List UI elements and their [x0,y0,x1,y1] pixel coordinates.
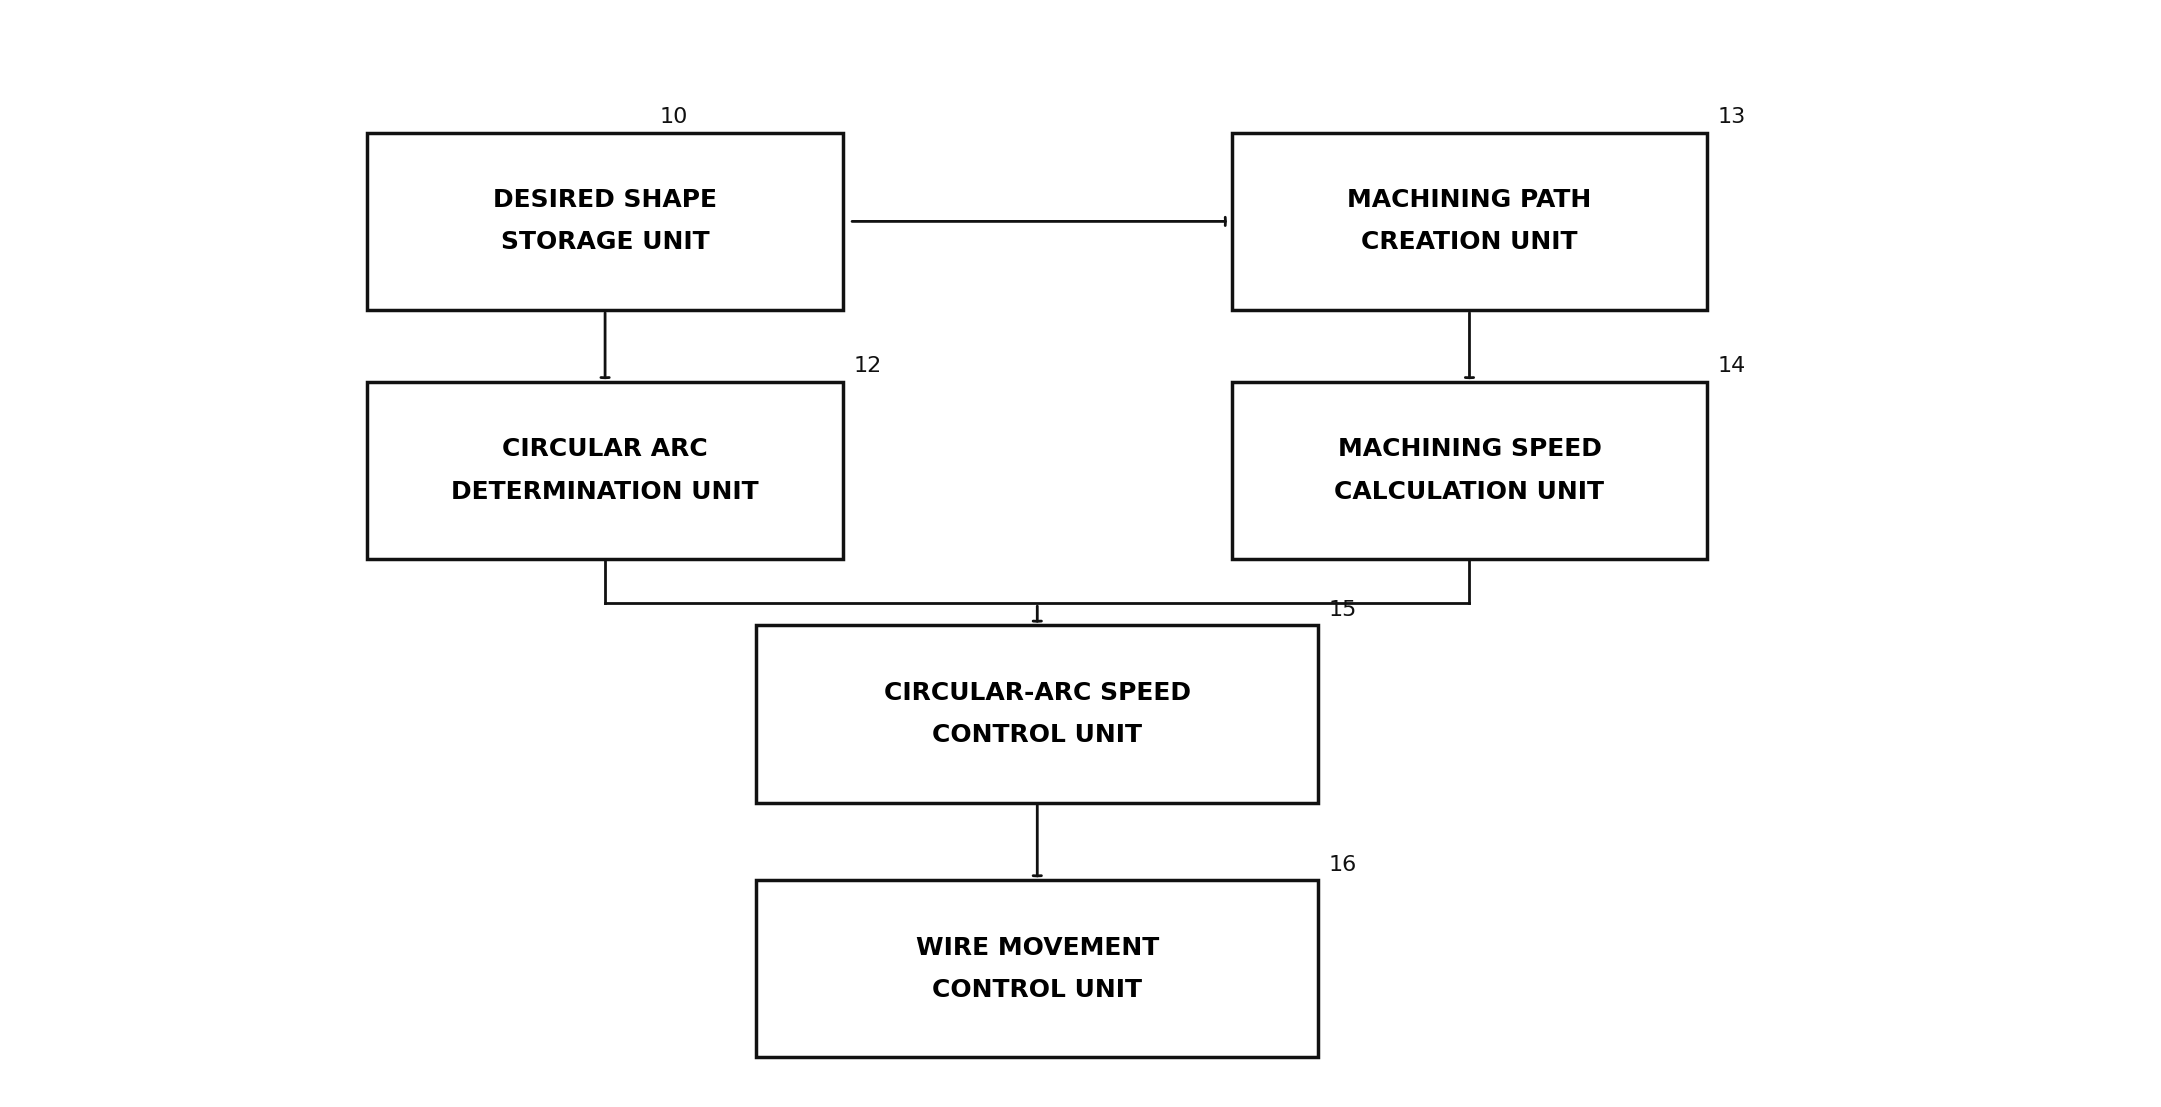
Bar [367,382,843,559]
Text: DETERMINATION UNIT: DETERMINATION UNIT [452,479,759,504]
Text: 13: 13 [1718,107,1746,127]
Text: 12: 12 [854,356,882,376]
Text: 16: 16 [1329,855,1357,875]
Text: 10: 10 [659,107,687,127]
Text: 15: 15 [1329,600,1357,620]
Text: MACHINING PATH: MACHINING PATH [1346,188,1593,213]
Text: MACHINING SPEED: MACHINING SPEED [1338,437,1601,462]
Text: 14: 14 [1718,356,1746,376]
Text: STORAGE UNIT: STORAGE UNIT [501,230,709,255]
Bar [756,625,1318,803]
Text: CONTROL UNIT: CONTROL UNIT [931,723,1143,747]
Bar [367,133,843,310]
Text: CIRCULAR-ARC SPEED: CIRCULAR-ARC SPEED [884,681,1191,705]
Bar [1232,382,1707,559]
Text: DESIRED SHAPE: DESIRED SHAPE [493,188,717,213]
Text: WIRE MOVEMENT: WIRE MOVEMENT [916,935,1158,960]
Text: CIRCULAR ARC: CIRCULAR ARC [501,437,709,462]
Text: CONTROL UNIT: CONTROL UNIT [931,977,1143,1002]
Text: CALCULATION UNIT: CALCULATION UNIT [1335,479,1603,504]
Bar [1232,133,1707,310]
Text: CREATION UNIT: CREATION UNIT [1361,230,1578,255]
Bar [756,880,1318,1057]
